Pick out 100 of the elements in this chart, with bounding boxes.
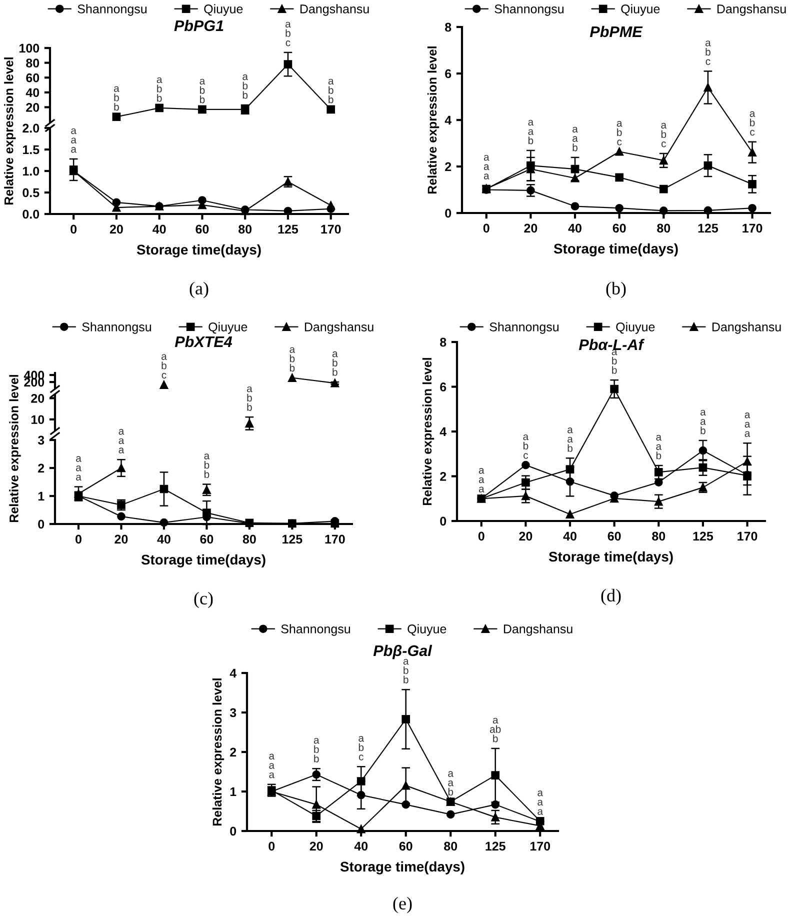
x-axis-title: Storage time(days)	[136, 244, 261, 258]
y-tick-label: 2.0	[22, 124, 40, 133]
annotation: a b c	[286, 22, 291, 46]
annotation: a a a	[269, 754, 275, 778]
x-tick-label: 60	[196, 224, 209, 234]
y-tick-label: 2	[440, 472, 446, 481]
y-tick-label: 6	[440, 382, 446, 392]
x-axis-title: Storage time(days)	[548, 551, 673, 564]
annotation: a b b	[204, 454, 210, 478]
y-tick-label: 1	[230, 787, 236, 796]
legend-label: Shannongsu	[78, 4, 147, 16]
annotation: a a a	[76, 456, 82, 481]
x-tick-label: 40	[354, 842, 368, 851]
y-tick-label: 20	[26, 103, 40, 112]
y-axis-title: Relative expression level	[427, 46, 440, 194]
annotation: a b c	[706, 40, 711, 65]
annotation: a b c	[661, 122, 667, 148]
annotation: a b c	[358, 736, 364, 760]
annotation: a b c	[750, 111, 756, 136]
legend-label: Qiuyue	[208, 322, 248, 334]
annotation: a b b	[156, 77, 162, 102]
text: (e)	[393, 896, 412, 914]
annotation: a b b	[246, 386, 252, 411]
annotation: a a a	[538, 790, 543, 815]
legend-label: Shannongsu	[490, 322, 559, 334]
legend-label: Qiuyue	[616, 322, 655, 334]
y-tick-label: 1.0	[22, 166, 40, 176]
chart-title: PbXTE4	[174, 336, 232, 348]
legend-label: Dangshansu	[717, 4, 786, 16]
legend-label: Qiuyue	[204, 4, 243, 16]
y-tick-label: 0	[230, 826, 236, 836]
y-tick-label: 6	[445, 69, 452, 78]
text: (c)	[194, 592, 213, 608]
text: (d)	[601, 588, 621, 606]
x-tick-label: 40	[152, 224, 166, 234]
x-tick-label: 60	[608, 532, 621, 541]
x-tick-label: 60	[612, 224, 626, 233]
x-tick-label: 125	[693, 532, 714, 541]
x-tick-label: 125	[698, 224, 718, 233]
x-tick-label: 170	[738, 532, 758, 541]
text: (a)	[190, 282, 208, 298]
annotation: a a a	[478, 468, 484, 492]
annotation: a b b	[290, 347, 296, 372]
x-tick-label: 80	[238, 224, 252, 234]
annotation: a b c	[616, 121, 622, 146]
annotation: a b b	[332, 351, 338, 376]
annotation: a a a	[484, 154, 490, 180]
y-tick-label: 20	[31, 394, 44, 403]
y-tick-label: 60	[26, 73, 40, 82]
annotation: a b b	[242, 74, 248, 99]
annotation: a a a	[118, 429, 124, 454]
x-tick-label: 125	[282, 534, 302, 544]
x-tick-label: 40	[157, 534, 170, 544]
chart-title: Pbβ-Gal	[373, 644, 432, 660]
annotation: a b c	[523, 434, 529, 459]
x-axis-title: Storage time(days)	[340, 861, 464, 874]
legend-label: Shannongsu	[281, 624, 350, 636]
y-tick-label: 2	[38, 464, 44, 473]
y-tick-label: 4	[444, 116, 452, 125]
x-tick-label: 20	[114, 534, 128, 544]
y-tick-label: 10	[31, 415, 44, 424]
annotation: a ab b	[490, 718, 501, 742]
y-tick-label: 2	[230, 748, 236, 757]
annotation: a a b	[572, 126, 578, 152]
annotation: a a b	[448, 771, 454, 796]
x-tick-label: 125	[486, 842, 506, 851]
y-tick-label: 2	[445, 162, 452, 172]
x-tick-label: 0	[478, 532, 484, 541]
legend-label: Dangshansu	[300, 4, 369, 16]
y-tick-label: 0	[440, 516, 446, 526]
y-tick-label: 3	[230, 708, 236, 718]
y-axis-title: Relative expression level	[212, 678, 224, 826]
x-axis-title: Storage time(days)	[141, 554, 266, 568]
annotation: a a b	[656, 434, 662, 460]
x-axis-title: Storage time(days)	[554, 243, 678, 256]
y-axis-title: Relative expression level	[4, 58, 16, 205]
x-tick-label: 60	[399, 842, 412, 851]
y-tick-label: 3	[38, 436, 44, 445]
y-tick-label: 80	[26, 58, 40, 68]
y-tick-label: 0.0	[22, 210, 40, 219]
x-tick-label: 170	[321, 224, 341, 234]
y-tick-label: 0	[445, 208, 452, 218]
y-tick-label: 100	[20, 44, 40, 53]
x-tick-label: 20	[524, 224, 538, 233]
text: (b)	[606, 282, 626, 298]
x-tick-label: 40	[568, 224, 582, 233]
x-tick-label: 0	[76, 534, 82, 544]
legend-label: Dangshansu	[304, 322, 374, 334]
x-tick-label: 0	[483, 224, 490, 233]
x-tick-label: 80	[242, 534, 256, 544]
x-tick-label: 170	[325, 534, 345, 544]
x-tick-label: 0	[70, 224, 77, 234]
legend-label: Dangshansu	[504, 624, 572, 636]
x-tick-label: 80	[652, 532, 666, 541]
x-tick-label: 170	[530, 842, 550, 851]
annotation: a a b	[568, 428, 573, 452]
y-tick-label: 8	[445, 22, 452, 32]
y-tick-label: 1.5	[22, 145, 40, 154]
x-tick-label: 60	[200, 534, 214, 544]
annotation: a b b	[114, 86, 120, 111]
